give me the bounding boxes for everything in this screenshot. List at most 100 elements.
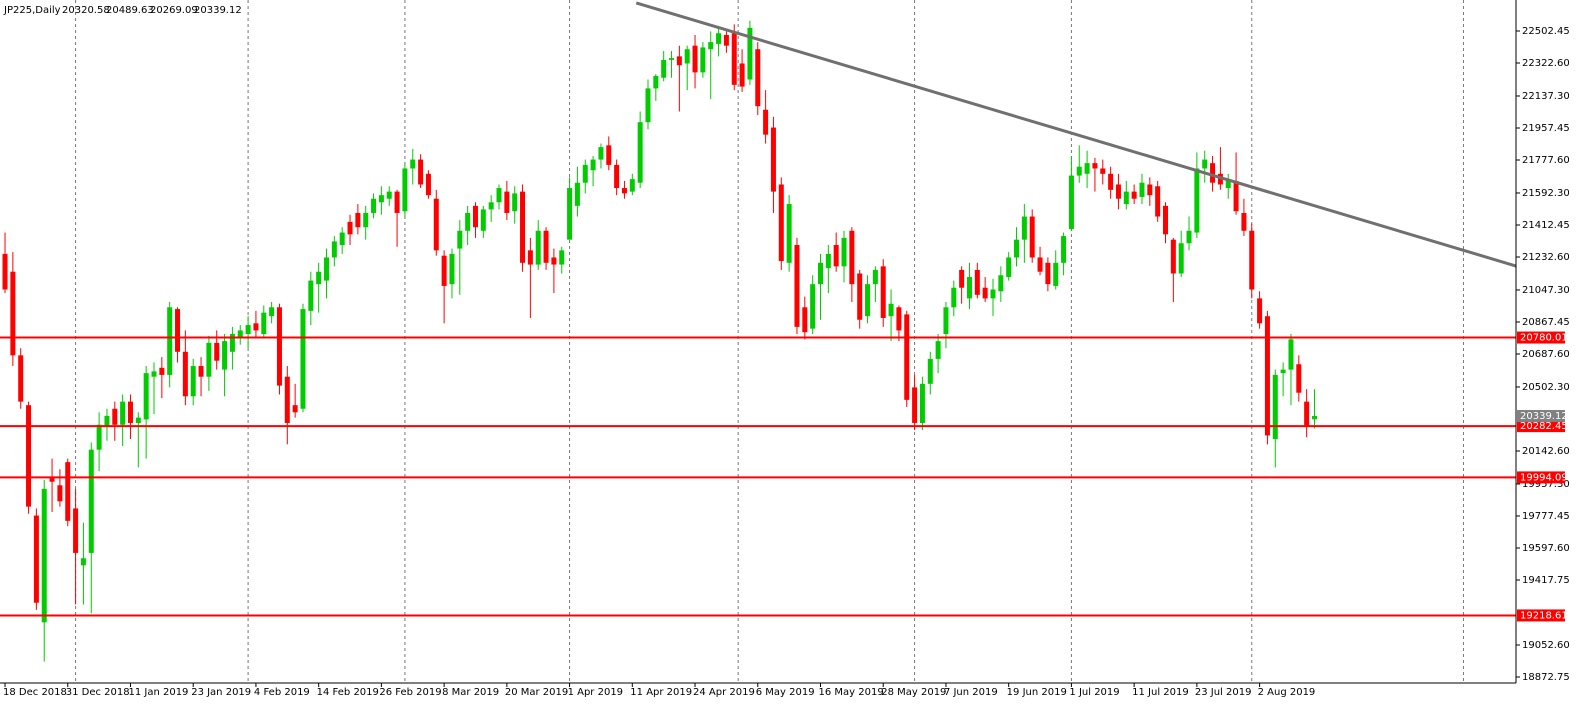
candle-body [1163,205,1169,235]
candle-body [708,42,714,50]
candle-body [339,232,345,246]
level-label-box [1517,609,1565,622]
candle-body [637,122,643,183]
candle-body [927,358,933,384]
candle-body [520,191,526,263]
candle-body [159,367,165,375]
candle-body [433,198,439,251]
candle-body [206,342,212,377]
candle-body [198,366,204,377]
x-tick-label: 31 Dec 2018 [66,687,130,698]
x-tick-label: 23 Jul 2019 [1195,687,1252,698]
x-tick-label: 7 Jun 2019 [944,687,998,698]
y-tick-label: 22502.45 [1522,26,1570,37]
candle-body [1311,416,1317,420]
y-tick-label: 21777.60 [1522,155,1570,166]
candle-body [316,271,322,285]
candle-body [1249,230,1255,290]
x-tick-label: 16 May 2019 [818,687,883,698]
candle-body [441,255,447,286]
candle-body [394,191,400,213]
candle-body [1053,262,1059,286]
candle-body [1006,257,1012,278]
candle-body [1123,191,1129,205]
y-tick-label: 21412.45 [1522,220,1570,231]
candle-body [112,408,118,425]
header-value: 20320.58 [62,5,110,16]
candle-body [496,188,502,203]
candle-body [1155,186,1161,217]
candle-body [692,45,698,73]
level-label-box [1517,331,1565,344]
candle-body [621,188,627,194]
candle-body [488,202,494,210]
y-tick-label: 19597.60 [1522,543,1570,554]
candle-body [261,312,267,334]
candle-body [1280,369,1286,374]
candle-body [386,191,392,199]
x-tick-label: 11 Jan 2019 [128,687,188,698]
candle-body [1241,212,1247,231]
candle-body [324,257,330,281]
candle-body [723,34,729,46]
candle-body [747,27,753,80]
candle-body [347,221,353,235]
y-tick-label: 18872.75 [1522,672,1570,683]
candle-body [1272,374,1278,439]
candle-body [300,309,306,409]
y-tick-label: 21232.60 [1522,252,1570,263]
x-tick-label: 24 Apr 2019 [693,687,755,698]
candle-body [284,376,290,423]
candle-body [1178,243,1184,274]
candle-body [990,289,996,299]
candle-body [190,366,196,397]
candle-body [175,309,181,352]
candle-body [778,184,784,262]
candle-body [755,49,761,107]
candle-body [276,307,282,386]
candle-body [1108,173,1114,190]
y-tick-label: 21592.30 [1522,188,1570,199]
y-tick-label: 21957.45 [1522,123,1570,134]
candle-body [1131,191,1137,199]
candle-body [935,341,941,359]
candle-body [966,277,972,299]
candle-body [363,212,369,228]
y-tick-label: 21047.30 [1522,285,1570,296]
candle-body [1139,182,1145,197]
candle-body [888,303,894,317]
candle-body [41,488,47,623]
candle-body [1288,339,1294,370]
candle-body [1194,168,1200,233]
candle-body [770,127,776,192]
candle-body [308,280,314,311]
candle-body [80,558,86,566]
candle-body [1092,163,1098,169]
candle-body [1115,184,1121,199]
candle-body [378,195,384,203]
candle-body [480,209,486,231]
candle-body [959,269,965,288]
candle-body [1029,216,1035,258]
candle-body [551,257,557,265]
header-value: 20269.09 [150,5,198,16]
header-value: 20489.63 [106,5,154,16]
candle-body [833,245,839,267]
candle-body [582,164,588,183]
y-tick-label: 19777.45 [1522,511,1570,522]
candle-body [245,325,251,334]
candle-body [512,193,518,212]
candle-body [606,145,612,165]
candle-body [904,314,910,400]
candle-body [1100,168,1106,174]
candle-body [1068,175,1074,229]
candle-body [786,204,792,263]
candle-body [127,401,133,423]
candle-body [331,241,337,258]
candle-body [982,287,988,299]
candle-body [653,75,659,89]
candle-body [33,515,39,603]
candle-body [1045,262,1051,285]
candle-body [849,230,855,285]
candle-body [527,250,533,265]
